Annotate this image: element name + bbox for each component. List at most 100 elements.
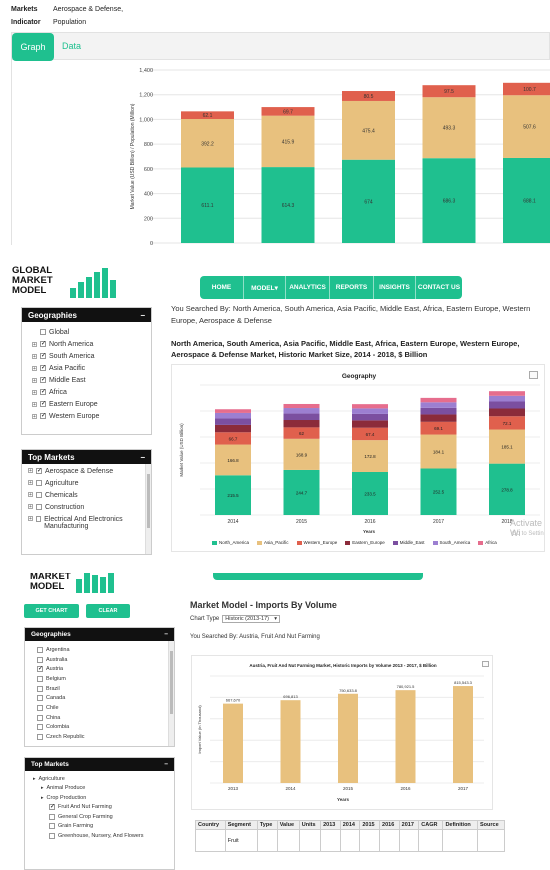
geography-item[interactable]: + ✓ South America [32, 350, 151, 362]
nav-reports[interactable]: REPORTS [330, 276, 374, 299]
market-item[interactable]: + ✓ Aerospace & Defense [28, 468, 143, 480]
checkbox[interactable] [37, 675, 43, 682]
legend-item[interactable]: Africa [478, 540, 497, 545]
expand-icon[interactable]: + [28, 468, 33, 474]
table-header[interactable]: Value [276, 820, 300, 830]
checkbox[interactable] [36, 480, 42, 486]
checkbox[interactable]: ✓ [40, 365, 47, 371]
tree-toggle-icon[interactable]: ▸ [41, 794, 44, 801]
legend-item[interactable]: South_America [432, 540, 470, 545]
checkbox[interactable]: ✓ [40, 413, 47, 419]
geography-item[interactable]: Colombia [37, 723, 174, 733]
checkbox[interactable]: ✓ [40, 401, 47, 407]
expand-icon[interactable]: + [32, 341, 37, 348]
legend-item[interactable]: North_America [212, 540, 249, 545]
nav-insights[interactable]: INSIGHTS [374, 276, 416, 299]
market-tree-item[interactable]: ✓ Fruit And Nut Farming [33, 803, 174, 813]
market-item[interactable]: + Construction [28, 504, 143, 516]
checkbox[interactable] [37, 724, 43, 731]
table-header[interactable]: Units [298, 820, 322, 830]
checkbox[interactable] [49, 813, 55, 820]
expand-icon[interactable]: + [32, 377, 37, 384]
expand-icon[interactable]: + [28, 480, 33, 486]
export-menu-icon[interactable] [482, 661, 489, 667]
collapse-icon[interactable]: − [164, 761, 168, 768]
checkbox[interactable] [37, 714, 43, 721]
geography-item[interactable]: Chile [37, 703, 174, 713]
table-header[interactable]: Segment [224, 820, 258, 830]
geography-item[interactable]: + ✓ North America [32, 338, 151, 350]
geography-item[interactable]: China [37, 713, 174, 723]
expand-icon[interactable]: + [28, 492, 33, 498]
geography-item[interactable]: + ✓ Western Europe [32, 410, 151, 422]
checkbox[interactable]: ✓ [40, 341, 47, 347]
tab-data[interactable]: Data [62, 41, 82, 51]
checkbox[interactable] [37, 685, 43, 692]
table-header[interactable]: 2016 [379, 820, 400, 830]
market-tree-item[interactable]: ▸ Animal Produce [33, 784, 174, 794]
checkbox[interactable]: ✓ [40, 377, 47, 383]
clear-button[interactable]: CLEAR [86, 604, 130, 618]
table-header[interactable]: Source [477, 820, 505, 830]
expand-icon[interactable]: + [28, 516, 33, 522]
market-tree-item[interactable]: Grain Farming [33, 822, 174, 832]
expand-icon[interactable]: + [32, 413, 37, 420]
nav-home[interactable]: HOME [200, 276, 244, 299]
legend-item[interactable]: Eastern_Europe [345, 540, 385, 545]
tab-graph[interactable]: Graph [12, 33, 54, 61]
tree-toggle-icon[interactable]: ▸ [41, 785, 44, 792]
market-item[interactable]: + Electrical And Electronics Manufacturin… [28, 516, 143, 540]
collapse-icon[interactable]: − [140, 452, 145, 462]
table-header[interactable]: CAGR [418, 820, 444, 830]
get-chart-button[interactable]: GET CHART [24, 604, 79, 618]
checkbox[interactable]: ✓ [40, 389, 47, 395]
scrollbar[interactable] [145, 464, 151, 554]
tree-toggle-icon[interactable]: ▸ [33, 775, 36, 782]
checkbox[interactable] [37, 695, 43, 702]
nav-contact-us[interactable]: CONTACT US [417, 284, 461, 291]
legend-item[interactable]: Middle_East [392, 540, 425, 545]
chart-type-select[interactable]: Historic (2013-17) ▾ [222, 615, 280, 623]
market-item[interactable]: + Agriculture [28, 480, 143, 492]
table-header[interactable]: Type [256, 820, 278, 830]
geography-item[interactable]: + ✓ Africa [32, 386, 151, 398]
checkbox[interactable]: ✓ [49, 804, 56, 811]
expand-icon[interactable]: + [32, 401, 37, 408]
checkbox[interactable]: ✓ [36, 468, 43, 474]
checkbox[interactable] [37, 656, 43, 663]
checkbox[interactable] [49, 823, 55, 830]
checkbox[interactable] [36, 492, 42, 498]
checkbox[interactable] [49, 832, 55, 839]
geography-item[interactable]: Belgium [37, 674, 174, 684]
legend-item[interactable]: Asia_Pacific [257, 540, 289, 545]
geography-item[interactable]: + ✓ Eastern Europe [32, 398, 151, 410]
geography-item[interactable]: ✓ Austria [37, 664, 174, 674]
table-header[interactable]: 2014 [339, 820, 361, 830]
table-header[interactable]: Definition [442, 820, 478, 830]
checkbox[interactable] [37, 734, 43, 741]
market-tree-item[interactable]: ▸ Crop Production [33, 793, 174, 803]
collapse-icon[interactable]: − [164, 631, 168, 638]
export-menu-icon[interactable] [529, 371, 538, 379]
table-header[interactable]: Country [195, 820, 226, 830]
main-nav-partial[interactable] [213, 573, 423, 580]
checkbox[interactable]: ✓ [40, 353, 47, 359]
legend-item[interactable]: Western_Europe [296, 540, 337, 545]
expand-icon[interactable]: + [28, 504, 33, 510]
geography-item[interactable]: + ✓ Middle East [32, 374, 151, 386]
table-header[interactable]: 2017 [398, 820, 420, 830]
market-tree-item[interactable]: ▸ Agriculture [33, 774, 174, 784]
checkbox[interactable] [37, 646, 43, 653]
market-tree-item[interactable]: General Crop Farming [33, 812, 174, 822]
market-item[interactable]: + Chemicals [28, 492, 143, 504]
geography-item[interactable]: Brazil [37, 684, 174, 694]
expand-icon[interactable]: + [32, 365, 37, 372]
geography-item[interactable]: Australia [37, 655, 174, 665]
expand-icon[interactable]: + [32, 353, 37, 360]
checkbox[interactable]: ✓ [37, 666, 44, 673]
geography-item[interactable]: Czech Republic [37, 732, 174, 742]
collapse-icon[interactable]: − [140, 310, 145, 320]
expand-icon[interactable]: + [32, 389, 37, 396]
market-tree-item[interactable]: Greenhouse, Nursery, And Flowers [33, 831, 174, 841]
checkbox[interactable] [36, 504, 42, 510]
